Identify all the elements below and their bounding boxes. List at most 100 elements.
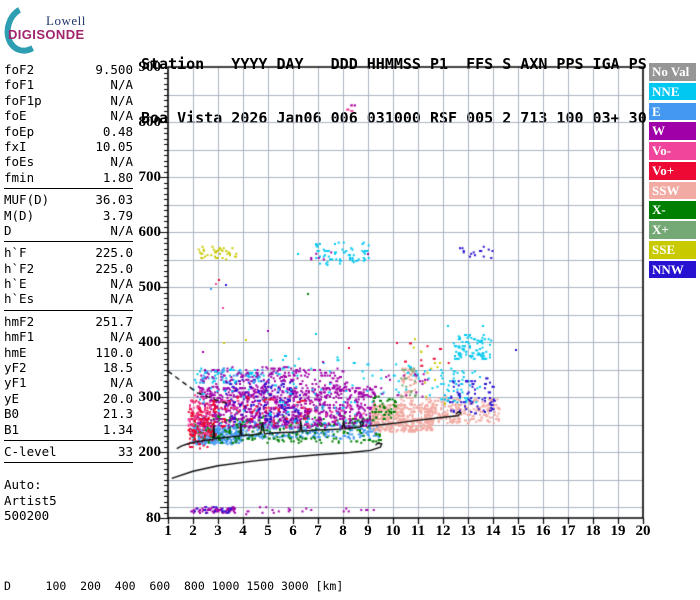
legend-item: NNW xyxy=(649,260,696,279)
param-row: fxI 10.05 xyxy=(4,139,133,154)
param-row: foF2 9.500 xyxy=(4,62,133,77)
param-row: yE 20.0 xyxy=(4,391,133,406)
auto-info-line: 500200 xyxy=(4,508,50,524)
legend-item: SSW xyxy=(649,181,696,200)
auto-scaling-block: Auto: Artist5 500200 xyxy=(4,477,133,523)
param-value: 225.0 xyxy=(95,260,133,276)
param-value: N/A xyxy=(110,154,133,170)
param-row: B0 21.3 xyxy=(4,406,133,421)
x-tick-label: 3 xyxy=(214,523,222,539)
bottom-info: D 100 200 400 600 800 1000 1500 3000 [km… xyxy=(4,553,696,600)
legend-item: NNE xyxy=(649,82,696,101)
x-tick-label: 8 xyxy=(339,523,347,539)
y-tick-label: 200 xyxy=(138,444,162,460)
param-label: B0 xyxy=(4,406,20,422)
param-label: foEs xyxy=(4,154,35,170)
param-label: foF1 xyxy=(4,77,35,93)
param-row: foE N/A xyxy=(4,108,133,123)
param-label: h`E xyxy=(4,276,27,292)
param-value: N/A xyxy=(110,222,133,238)
param-row: h`F 225.0 xyxy=(4,245,133,260)
param-label: foEp xyxy=(4,123,35,139)
param-label: fxI xyxy=(4,138,27,154)
legend-label: Vo+ xyxy=(652,162,675,178)
echo-direction-legend: No Val NNE E W Vo- Vo+ SSW X- X+ SSE NNW xyxy=(649,63,697,281)
y-tick-label: 600 xyxy=(138,224,162,240)
param-row: D N/A xyxy=(4,223,133,238)
param-value: N/A xyxy=(110,108,133,124)
param-value: 18.5 xyxy=(102,360,133,376)
x-tick-label: 12 xyxy=(435,523,451,539)
param-row: foF1p N/A xyxy=(4,93,133,108)
legend-label: E xyxy=(652,103,661,119)
logo-lowell-text: Lowell xyxy=(46,13,86,28)
ionogram-plot-canvas xyxy=(130,55,660,533)
param-value: 0.48 xyxy=(102,123,133,139)
legend-label: NNE xyxy=(652,83,680,99)
param-label: hmF1 xyxy=(4,329,35,345)
y-tick-label: 500 xyxy=(138,279,162,295)
param-row: foF1 N/A xyxy=(4,77,133,92)
param-value: 1.34 xyxy=(102,421,133,437)
param-row: hmF2 251.7 xyxy=(4,314,133,329)
param-value: N/A xyxy=(110,375,133,391)
auto-info-line: Auto: xyxy=(4,477,42,493)
legend-item: X+ xyxy=(649,221,696,239)
legend-item: Vo+ xyxy=(649,161,696,180)
param-row: yF1 N/A xyxy=(4,375,133,390)
param-label: h`Es xyxy=(4,291,35,307)
x-tick-label: 7 xyxy=(314,523,322,539)
param-value: 33 xyxy=(117,443,133,459)
param-label: C-level xyxy=(4,443,57,459)
legend-item: No Val xyxy=(649,63,696,81)
param-row: hmF1 N/A xyxy=(4,329,133,344)
x-tick-label: 19 xyxy=(610,523,626,539)
param-label: foE xyxy=(4,108,27,124)
x-tick-label: 18 xyxy=(585,523,601,539)
param-value: N/A xyxy=(110,77,133,93)
param-value: N/A xyxy=(110,92,133,108)
x-tick-label: 11 xyxy=(410,523,426,539)
param-label: MUF(D) xyxy=(4,192,50,208)
x-tick-label: 4 xyxy=(239,523,247,539)
param-value: 3.79 xyxy=(102,207,133,223)
param-value: 9.500 xyxy=(95,62,133,77)
separator-line xyxy=(4,439,133,441)
param-value: N/A xyxy=(110,276,133,292)
param-row: M(D) 3.79 xyxy=(4,208,133,223)
param-label: hmE xyxy=(4,344,27,360)
param-row: fmin 1.80 xyxy=(4,170,133,185)
separator-line xyxy=(4,462,133,464)
separator-line xyxy=(4,241,133,243)
param-row: foEp 0.48 xyxy=(4,124,133,139)
param-value: 251.7 xyxy=(95,313,133,329)
param-label: foF2 xyxy=(4,62,35,77)
separator-line xyxy=(4,309,133,311)
legend-item: X- xyxy=(649,201,696,220)
legend-label: SSE xyxy=(652,242,676,258)
legend-label: SSW xyxy=(652,182,680,198)
param-row: yF2 18.5 xyxy=(4,360,133,375)
legend-label: No Val xyxy=(652,64,690,79)
legend-label: X+ xyxy=(652,222,669,238)
legend-label: X- xyxy=(652,202,666,218)
x-tick-label: 1 xyxy=(164,523,172,539)
logo-digisonde-text: DIGISONDE xyxy=(8,27,85,42)
param-row: B1 1.34 xyxy=(4,422,133,437)
x-tick-label: 6 xyxy=(289,523,297,539)
param-label: D xyxy=(4,222,12,238)
param-label: h`F xyxy=(4,245,27,261)
param-value: N/A xyxy=(110,329,133,345)
param-label: hmF2 xyxy=(4,313,35,329)
x-tick-label: 16 xyxy=(535,523,551,539)
param-row: hmE 110.0 xyxy=(4,345,133,360)
y-tick-label: 900 xyxy=(138,59,162,75)
y-tick-label: 800 xyxy=(138,114,162,130)
param-row: C-level 33 xyxy=(4,444,133,459)
y-tick-label: 300 xyxy=(138,389,162,405)
param-value: 20.0 xyxy=(102,390,133,406)
param-row: MUF(D) 36.03 xyxy=(4,192,133,207)
legend-item: E xyxy=(649,102,696,121)
param-row: foEs N/A xyxy=(4,154,133,169)
